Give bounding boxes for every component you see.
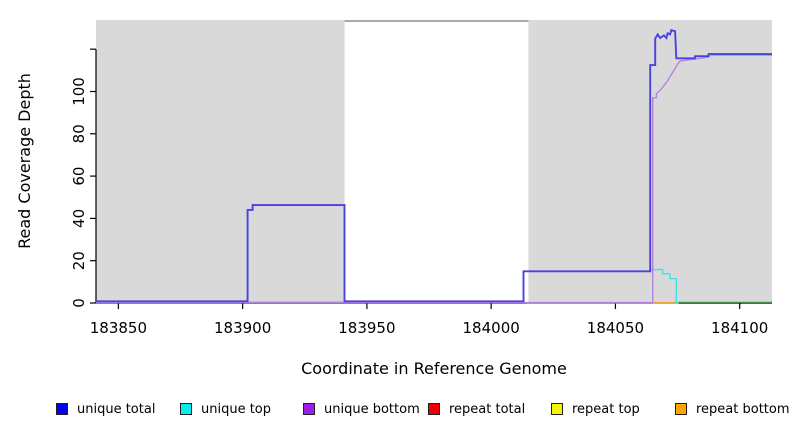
legend-swatch-icon	[303, 403, 315, 415]
legend: unique total unique top unique bottom repea…	[0, 398, 792, 424]
y-axis-tick-label: 20	[70, 251, 88, 270]
legend-label: unique top	[201, 401, 272, 417]
legend-swatch-icon	[428, 403, 440, 415]
x-axis-tick-label: 183900	[214, 319, 271, 337]
legend-item-repeat-bottom: repeat bottom	[675, 398, 790, 420]
series-line-unique-top	[650, 268, 679, 304]
legend-item-unique-bottom: unique bottom	[303, 398, 420, 420]
legend-item-unique-total: unique total	[56, 398, 155, 420]
legend-item-repeat-top: repeat top	[551, 398, 640, 420]
x-axis-tick-label: 184050	[587, 319, 644, 337]
legend-swatch-icon	[56, 403, 68, 415]
y-axis-tick-label: 0	[70, 298, 88, 308]
series-line-unique-total	[96, 29, 772, 303]
shaded-region	[96, 20, 345, 303]
legend-swatch-icon	[551, 403, 563, 415]
legend-label: unique bottom	[324, 401, 420, 417]
x-axis-tick-label: 184000	[463, 319, 520, 337]
y-axis-tick-label: 60	[70, 167, 88, 186]
legend-label: repeat bottom	[696, 401, 790, 417]
legend-label: repeat top	[572, 401, 640, 417]
y-axis-tick-label: 40	[70, 209, 88, 228]
legend-swatch-icon	[180, 403, 192, 415]
y-axis-tick-label: 100	[70, 77, 88, 106]
legend-item-repeat-total: repeat total	[428, 398, 525, 420]
legend-label: repeat total	[449, 401, 526, 417]
legend-item-unique-top: unique top	[180, 398, 271, 420]
x-axis-tick-label: 184100	[711, 319, 768, 337]
x-axis-tick-label: 183950	[338, 319, 395, 337]
y-axis-title: Read Coverage Depth	[15, 73, 34, 249]
series-lines-layer	[96, 29, 772, 304]
legend-label: unique total	[77, 401, 156, 417]
y-axis-tick-label: 80	[70, 124, 88, 143]
x-axis-tick-label: 183850	[90, 319, 147, 337]
legend-swatch-icon	[675, 403, 687, 415]
x-axis-title: Coordinate in Reference Genome	[301, 359, 567, 378]
shaded-regions-layer	[96, 20, 772, 303]
